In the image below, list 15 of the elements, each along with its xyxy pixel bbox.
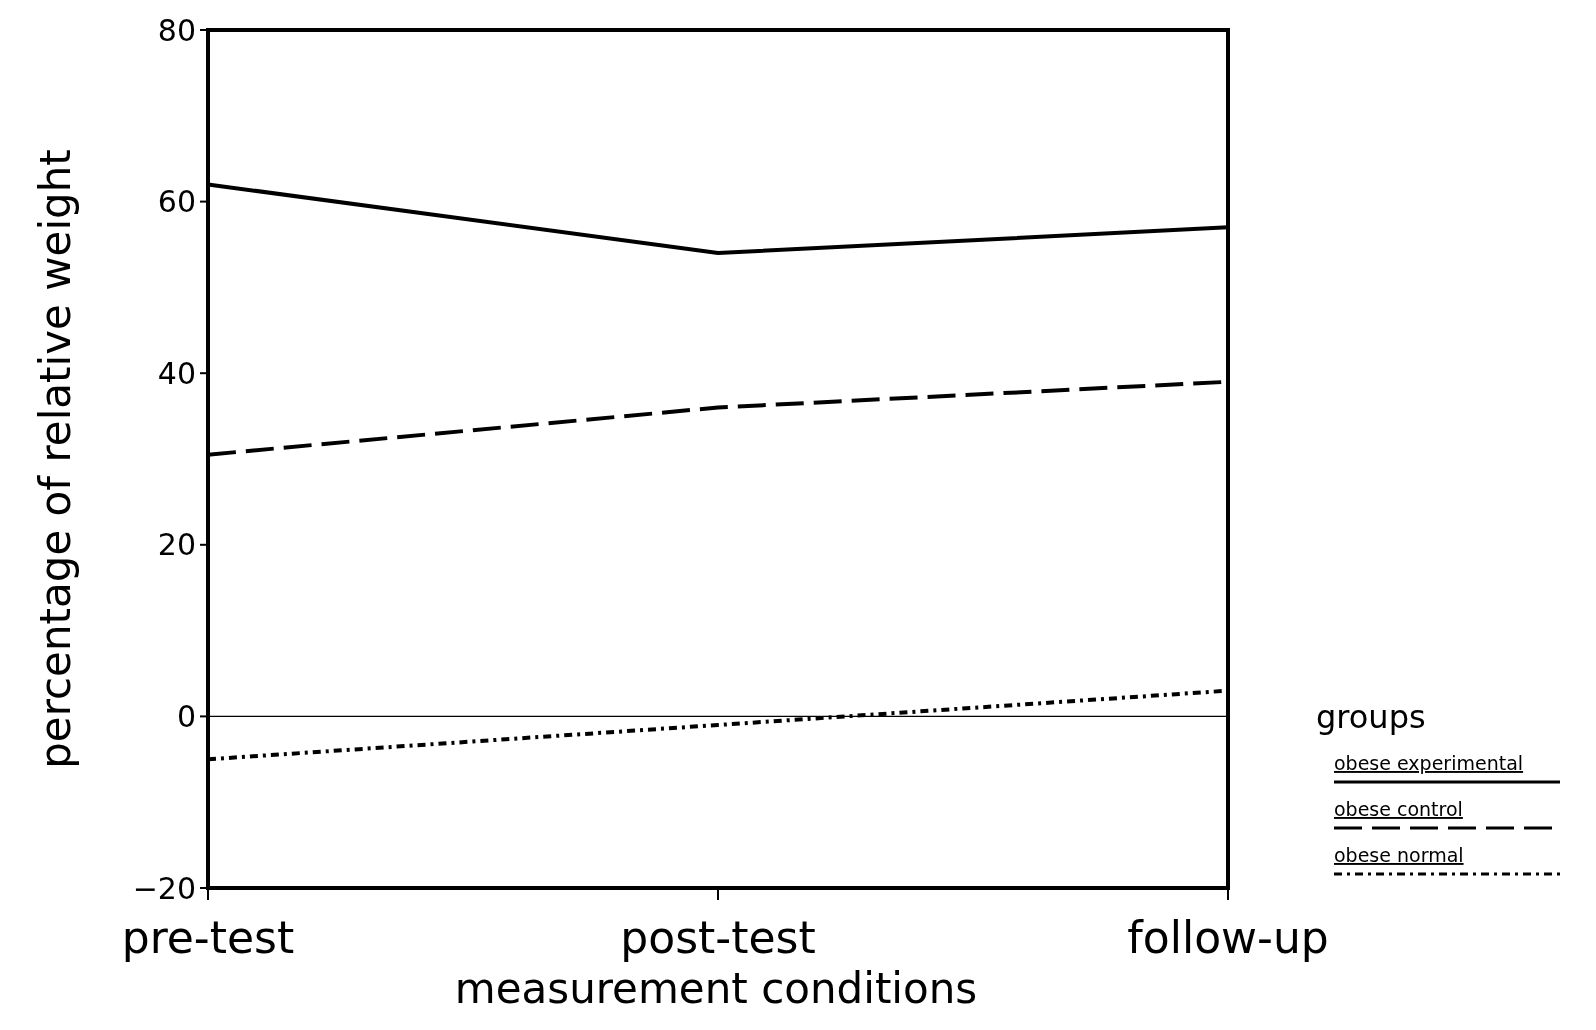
y-tick-label: −20 [132, 870, 196, 906]
y-axis-title: percentage of relative weight [31, 149, 80, 769]
y-tick-label: 0 [176, 698, 196, 734]
y-tick-label: 60 [157, 184, 196, 220]
x-tick-label: post-test [620, 912, 816, 963]
x-axis-title: measurement conditions [454, 964, 978, 1013]
legend-title: groups [1316, 698, 1426, 736]
x-tick-label: follow-up [1127, 912, 1329, 963]
text: obese normal [1334, 844, 1464, 866]
y-tick-label: 80 [157, 12, 196, 48]
y-tick-label: 40 [157, 355, 196, 391]
y-tick-label: 20 [157, 527, 196, 563]
text: obese control [1334, 798, 1463, 820]
x-tick-label: pre-test [121, 912, 295, 963]
text: obese experimental [1334, 752, 1524, 774]
